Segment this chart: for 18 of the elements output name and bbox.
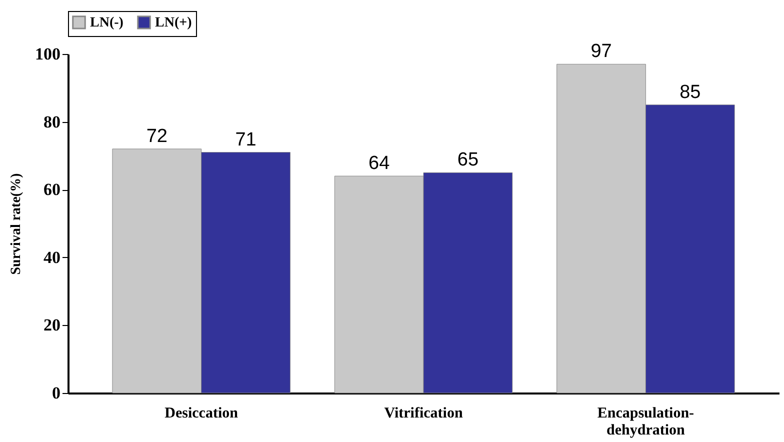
- y-tick-label: 40: [44, 248, 60, 267]
- y-tick-label: 100: [35, 44, 60, 64]
- y-axis-title: Survival rate(%): [9, 172, 24, 275]
- data-label: 85: [680, 82, 701, 103]
- legend-label: LN(-): [90, 15, 124, 30]
- x-tick-label: Encapsulation-dehydration: [597, 406, 694, 438]
- y-tick-label: 60: [44, 180, 60, 200]
- y-tick-label: 80: [44, 112, 60, 132]
- x-tick-label: Desiccation: [164, 406, 239, 422]
- data-label: 65: [457, 150, 479, 171]
- data-label: 72: [146, 126, 168, 147]
- legend-label: LN(+): [155, 15, 192, 30]
- data-label: 71: [235, 129, 256, 150]
- data-label: 97: [590, 41, 612, 62]
- y-tick-label: 0: [52, 384, 60, 402]
- y-tick-label: 20: [44, 316, 60, 335]
- x-tick-label: Vitrification: [384, 406, 464, 422]
- data-label: 64: [368, 153, 390, 174]
